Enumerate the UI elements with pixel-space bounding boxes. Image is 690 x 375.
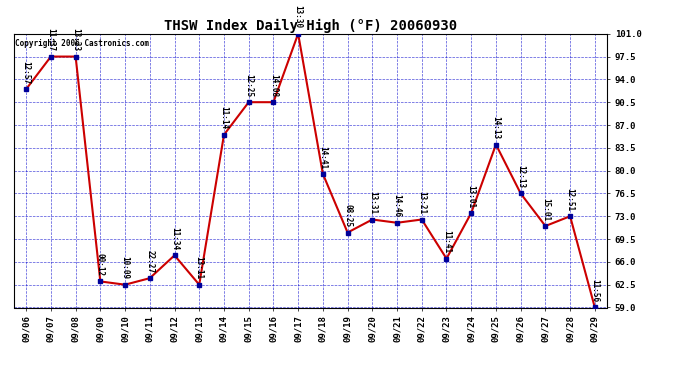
Text: 22:27: 22:27 [146,250,155,273]
Text: 13:01: 13:01 [466,184,475,208]
Text: 12:13: 12:13 [516,165,525,188]
Text: 12:25: 12:25 [244,74,253,97]
Text: 13:30: 13:30 [294,5,303,28]
Text: 15:01: 15:01 [541,198,550,221]
Text: 11:56: 11:56 [591,279,600,302]
Text: 14:41: 14:41 [318,146,327,169]
Text: Copyright 2006 Castronics.com: Copyright 2006 Castronics.com [15,39,149,48]
Text: 11:37: 11:37 [46,28,55,51]
Text: 00:12: 00:12 [96,253,105,276]
Text: 13:21: 13:21 [417,191,426,214]
Text: 14:13: 14:13 [491,116,500,140]
Text: 10:09: 10:09 [121,256,130,279]
Text: 08:25: 08:25 [343,204,352,227]
Text: 14:08: 14:08 [269,74,278,97]
Text: 13:11: 13:11 [195,256,204,279]
Text: 14:46: 14:46 [393,194,402,217]
Text: 12:51: 12:51 [566,188,575,211]
Title: THSW Index Daily High (°F) 20060930: THSW Index Daily High (°F) 20060930 [164,18,457,33]
Text: 13:23: 13:23 [71,28,80,51]
Text: 11:14: 11:14 [219,106,228,130]
Text: 12:57: 12:57 [21,61,30,84]
Text: 11:41: 11:41 [442,230,451,254]
Text: 11:34: 11:34 [170,227,179,250]
Text: 13:31: 13:31 [368,191,377,214]
